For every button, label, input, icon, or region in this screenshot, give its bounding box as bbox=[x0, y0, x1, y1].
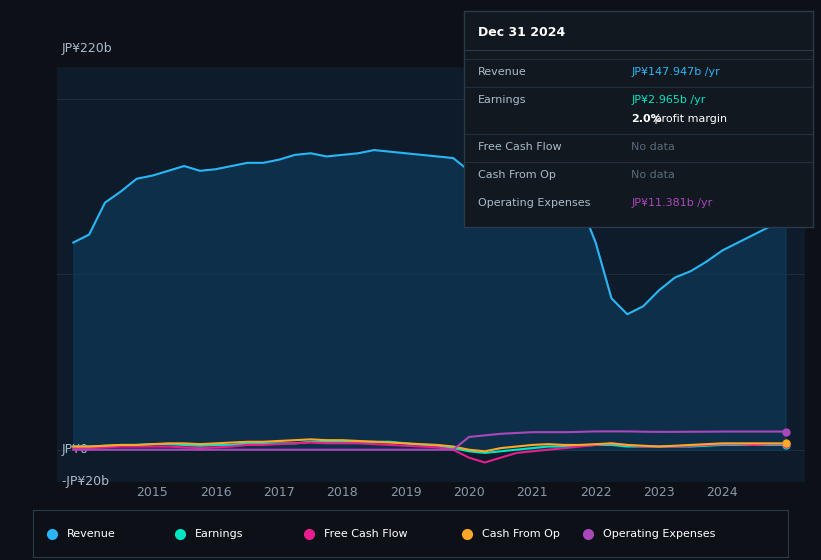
Text: 2.0%: 2.0% bbox=[631, 114, 662, 124]
Text: JP¥0: JP¥0 bbox=[62, 443, 88, 456]
Text: Free Cash Flow: Free Cash Flow bbox=[323, 529, 407, 539]
Text: Cash From Op: Cash From Op bbox=[478, 170, 556, 180]
Text: Revenue: Revenue bbox=[478, 67, 526, 77]
Text: JP¥2.965b /yr: JP¥2.965b /yr bbox=[631, 95, 706, 105]
Text: No data: No data bbox=[631, 170, 675, 180]
Text: No data: No data bbox=[631, 142, 675, 152]
Text: profit margin: profit margin bbox=[650, 114, 727, 124]
Text: Dec 31 2024: Dec 31 2024 bbox=[478, 26, 565, 39]
Text: Revenue: Revenue bbox=[67, 529, 116, 539]
Text: JP¥147.947b /yr: JP¥147.947b /yr bbox=[631, 67, 720, 77]
Text: Earnings: Earnings bbox=[478, 95, 526, 105]
Text: JP¥220b: JP¥220b bbox=[62, 42, 112, 55]
Text: Free Cash Flow: Free Cash Flow bbox=[478, 142, 562, 152]
Text: Cash From Op: Cash From Op bbox=[482, 529, 560, 539]
Text: JP¥11.381b /yr: JP¥11.381b /yr bbox=[631, 198, 713, 208]
Text: Operating Expenses: Operating Expenses bbox=[478, 198, 590, 208]
Text: Operating Expenses: Operating Expenses bbox=[603, 529, 715, 539]
Text: -JP¥20b: -JP¥20b bbox=[62, 475, 109, 488]
Text: Earnings: Earnings bbox=[195, 529, 244, 539]
